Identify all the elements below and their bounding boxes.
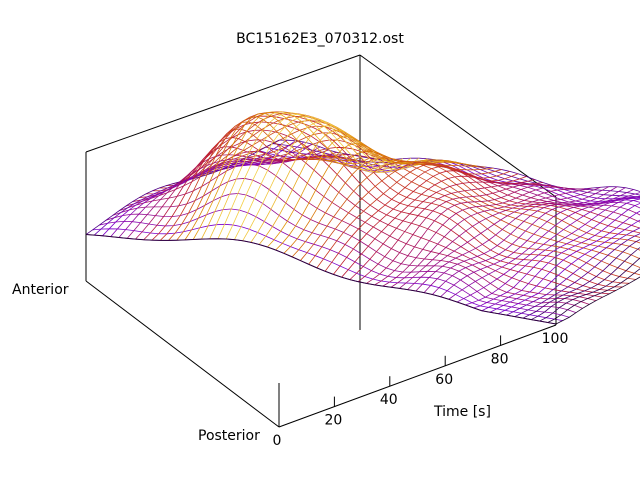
frame-bottom-right-edge xyxy=(278,324,557,428)
surface-column-line-41 xyxy=(415,186,610,292)
surface-column-line-36 xyxy=(374,184,568,286)
surface-column-line-55 xyxy=(531,247,640,320)
surface-column-line-53 xyxy=(514,233,640,317)
surface-row-line-8 xyxy=(132,139,603,298)
surface-row-line-5 xyxy=(112,178,583,309)
surface-column-line-35 xyxy=(366,183,560,284)
surface-column-line-26 xyxy=(291,157,486,258)
anterior-label: Anterior xyxy=(12,282,69,298)
surface-column-line-50 xyxy=(489,210,640,313)
surface-column-line-24 xyxy=(275,143,469,251)
surface-column-line-34 xyxy=(357,183,552,282)
surface-column-line-49 xyxy=(481,202,640,312)
surface-column-line-17 xyxy=(217,113,412,239)
posterior-label: Posterior xyxy=(198,428,260,444)
surface-column-line-33 xyxy=(349,181,543,280)
surface-column-line-27 xyxy=(300,161,494,261)
surface-column-line-23 xyxy=(267,136,461,248)
surface-row-line-3 xyxy=(99,208,570,318)
surface-column-line-58 xyxy=(555,276,640,325)
surface-row-line-11 xyxy=(152,115,623,288)
surface-row-line-26 xyxy=(252,153,640,202)
surface-column-line-13 xyxy=(184,113,379,241)
surface-column-line-37 xyxy=(382,186,576,287)
surface-column-line-12 xyxy=(176,116,370,241)
surface-mesh xyxy=(85,111,640,325)
surface-column-line-42 xyxy=(423,186,618,293)
surface-column-line-48 xyxy=(473,198,640,309)
time-tick-label-20: 20 xyxy=(324,413,342,429)
surface-column-line-5 xyxy=(118,143,313,238)
frame-bottom-left-edge xyxy=(85,280,280,428)
surface-row-line-30 xyxy=(278,139,640,192)
time-tick-label-40: 40 xyxy=(380,392,398,408)
surface-column-line-16 xyxy=(209,112,403,240)
time-tick-label-100: 100 xyxy=(542,331,569,347)
surface-column-line-28 xyxy=(308,161,502,265)
surface-row-line-2 xyxy=(92,223,563,322)
surface-row-line-4 xyxy=(105,193,577,314)
time-axis: 0 20 40 60 80 100 xyxy=(273,315,569,449)
surface-column-line-46 xyxy=(456,195,640,303)
time-tick-label-60: 60 xyxy=(435,372,453,388)
surface-front-edge xyxy=(85,234,557,325)
surface-column-line-6 xyxy=(126,146,321,239)
surface-column-line-57 xyxy=(547,268,640,323)
surface-column-line-40 xyxy=(407,186,601,290)
time-tick-label-80: 80 xyxy=(491,351,509,367)
surface-row-line-13 xyxy=(165,111,636,280)
surface-row-line-14 xyxy=(172,112,640,276)
surface-column-line-47 xyxy=(465,197,640,306)
time-tick-label-0: 0 xyxy=(273,433,282,449)
surface-column-line-44 xyxy=(440,189,634,298)
plot-frame xyxy=(85,54,557,428)
surface-column-line-54 xyxy=(522,239,640,319)
surface-column-line-25 xyxy=(283,150,477,254)
time-axis-label: Time [s] xyxy=(433,404,491,420)
surface-row-line-10 xyxy=(145,121,616,291)
surface-row-line-12 xyxy=(159,112,630,284)
surface-column-line-19 xyxy=(234,118,428,240)
surface-column-line-9 xyxy=(151,137,346,241)
surface-column-line-39 xyxy=(399,187,593,289)
surface-column-line-52 xyxy=(506,227,640,316)
chart-title: BC15162E3_070312.ost xyxy=(236,31,404,47)
surface-column-line-43 xyxy=(432,187,626,295)
surface-column-line-14 xyxy=(192,111,387,240)
frame-top-back-edge xyxy=(85,54,361,153)
surface-column-line-38 xyxy=(390,188,585,288)
surface-row-line-16 xyxy=(185,120,640,260)
frame-top-right-edge xyxy=(359,54,557,198)
surface-column-line-56 xyxy=(539,257,640,322)
surface-row-line-15 xyxy=(179,115,640,269)
surface-column-line-45 xyxy=(448,192,640,300)
surface-column-line-51 xyxy=(498,219,640,315)
surface-row-line-6 xyxy=(119,163,590,305)
